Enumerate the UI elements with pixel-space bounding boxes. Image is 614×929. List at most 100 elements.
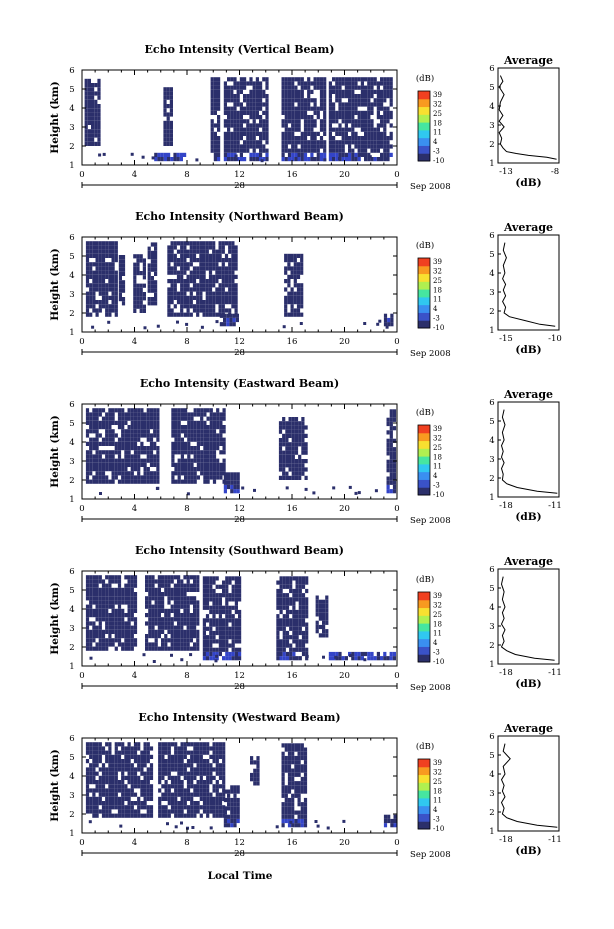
echo-cell	[98, 646, 102, 651]
echo-cell	[287, 89, 292, 94]
echo-cell	[111, 433, 115, 438]
y-tick-label: 6	[69, 734, 74, 744]
echo-cell	[196, 583, 200, 588]
echo-cell	[98, 575, 102, 580]
echo-cell	[136, 292, 140, 297]
echo-cell	[87, 129, 91, 134]
colorbar-swatch	[418, 456, 430, 465]
echo-cell	[293, 258, 297, 263]
echo-cell	[101, 420, 106, 425]
echo-cell	[143, 759, 147, 764]
echo-cell	[95, 258, 99, 263]
echo-cell	[95, 283, 99, 288]
echo-cell	[281, 77, 285, 82]
echo-cell	[199, 742, 203, 747]
echo-cell	[101, 283, 106, 288]
echo-cell	[316, 144, 320, 149]
echo-cell	[230, 797, 234, 803]
echo-cell	[285, 486, 289, 490]
echo-cell	[231, 605, 235, 610]
echo-cell	[85, 805, 90, 810]
echo-cell	[95, 262, 99, 267]
echo-cell	[203, 454, 207, 459]
echo-cell	[305, 630, 309, 636]
echo-cell	[298, 626, 302, 631]
echo-cell	[291, 802, 295, 807]
colorbar-swatch	[418, 638, 430, 647]
echo-cell	[389, 102, 393, 107]
echo-cell	[328, 144, 332, 149]
echo-cell	[293, 274, 297, 279]
echo-cell	[294, 768, 298, 773]
echo-cell	[206, 433, 210, 438]
echo-cell	[148, 634, 152, 639]
echo-cell	[313, 136, 317, 141]
echo-cell	[301, 450, 305, 455]
echo-cell	[92, 479, 96, 484]
echo-cell	[89, 583, 93, 588]
echo-cell	[212, 304, 216, 309]
echo-cell	[167, 245, 171, 250]
echo-cell	[230, 136, 234, 141]
echo-cell	[209, 746, 213, 751]
echo-cell	[323, 89, 327, 94]
echo-cell	[199, 763, 203, 768]
echo-cell	[101, 634, 106, 639]
echo-cell	[202, 630, 206, 636]
echo-cell	[190, 420, 194, 425]
echo-cell	[348, 157, 352, 162]
echo-cell	[199, 813, 203, 818]
echo-cell	[354, 94, 358, 99]
echo-cell	[153, 425, 157, 430]
echo-cell	[196, 295, 200, 300]
average-frame	[497, 735, 560, 832]
echo-cell	[196, 291, 200, 296]
x-tick-label: 12	[234, 337, 245, 347]
echo-cell	[180, 258, 184, 263]
echo-cell	[180, 629, 184, 634]
echo-cell	[218, 630, 222, 636]
echo-cell	[146, 429, 150, 434]
echo-cell	[304, 459, 308, 464]
echo-cell	[180, 295, 184, 300]
echo-cell	[95, 617, 99, 622]
echo-cell	[249, 140, 253, 145]
echo-cell	[281, 94, 285, 99]
echo-cell	[114, 596, 118, 601]
echo-cell	[213, 89, 217, 94]
echo-cell	[231, 647, 235, 652]
echo-cell	[386, 476, 390, 481]
echo-cell	[170, 587, 174, 592]
echo-cell	[265, 98, 269, 103]
echo-cell	[121, 288, 126, 293]
echo-cell	[95, 416, 99, 421]
echo-cell	[215, 287, 219, 292]
echo-cell	[206, 462, 210, 467]
echo-cell	[153, 446, 157, 451]
echo-cell	[310, 81, 314, 86]
echo-cell	[85, 809, 90, 814]
echo-cell	[284, 295, 288, 300]
echo-cell	[307, 148, 311, 153]
echo-cell	[186, 621, 190, 626]
echo-cell	[143, 771, 147, 776]
avg-x-tick-label: -11	[548, 835, 562, 845]
echo-cell	[180, 805, 184, 810]
echo-cell	[149, 763, 154, 768]
echo-cell	[114, 253, 118, 258]
echo-cell	[101, 304, 106, 309]
echo-cell	[101, 617, 106, 622]
echo-cell	[328, 651, 332, 657]
echo-cell	[262, 123, 266, 128]
echo-cell	[95, 479, 99, 484]
echo-cell	[279, 647, 283, 652]
echo-cell	[98, 291, 102, 296]
echo-cell	[193, 467, 197, 472]
echo-cell	[335, 144, 339, 149]
echo-cell	[114, 788, 118, 793]
echo-cell	[85, 420, 90, 425]
echo-cell	[279, 605, 283, 610]
echo-cell	[304, 433, 308, 438]
echo-cell	[231, 630, 235, 636]
